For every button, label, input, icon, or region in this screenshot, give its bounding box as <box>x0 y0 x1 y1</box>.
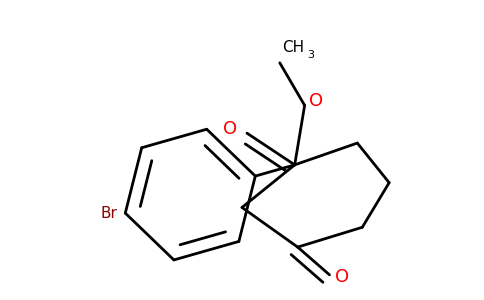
Text: O: O <box>335 268 349 286</box>
Text: O: O <box>223 120 237 138</box>
Text: Br: Br <box>101 206 117 220</box>
Text: 3: 3 <box>308 50 315 60</box>
Text: O: O <box>309 92 323 110</box>
Text: CH: CH <box>282 40 304 55</box>
